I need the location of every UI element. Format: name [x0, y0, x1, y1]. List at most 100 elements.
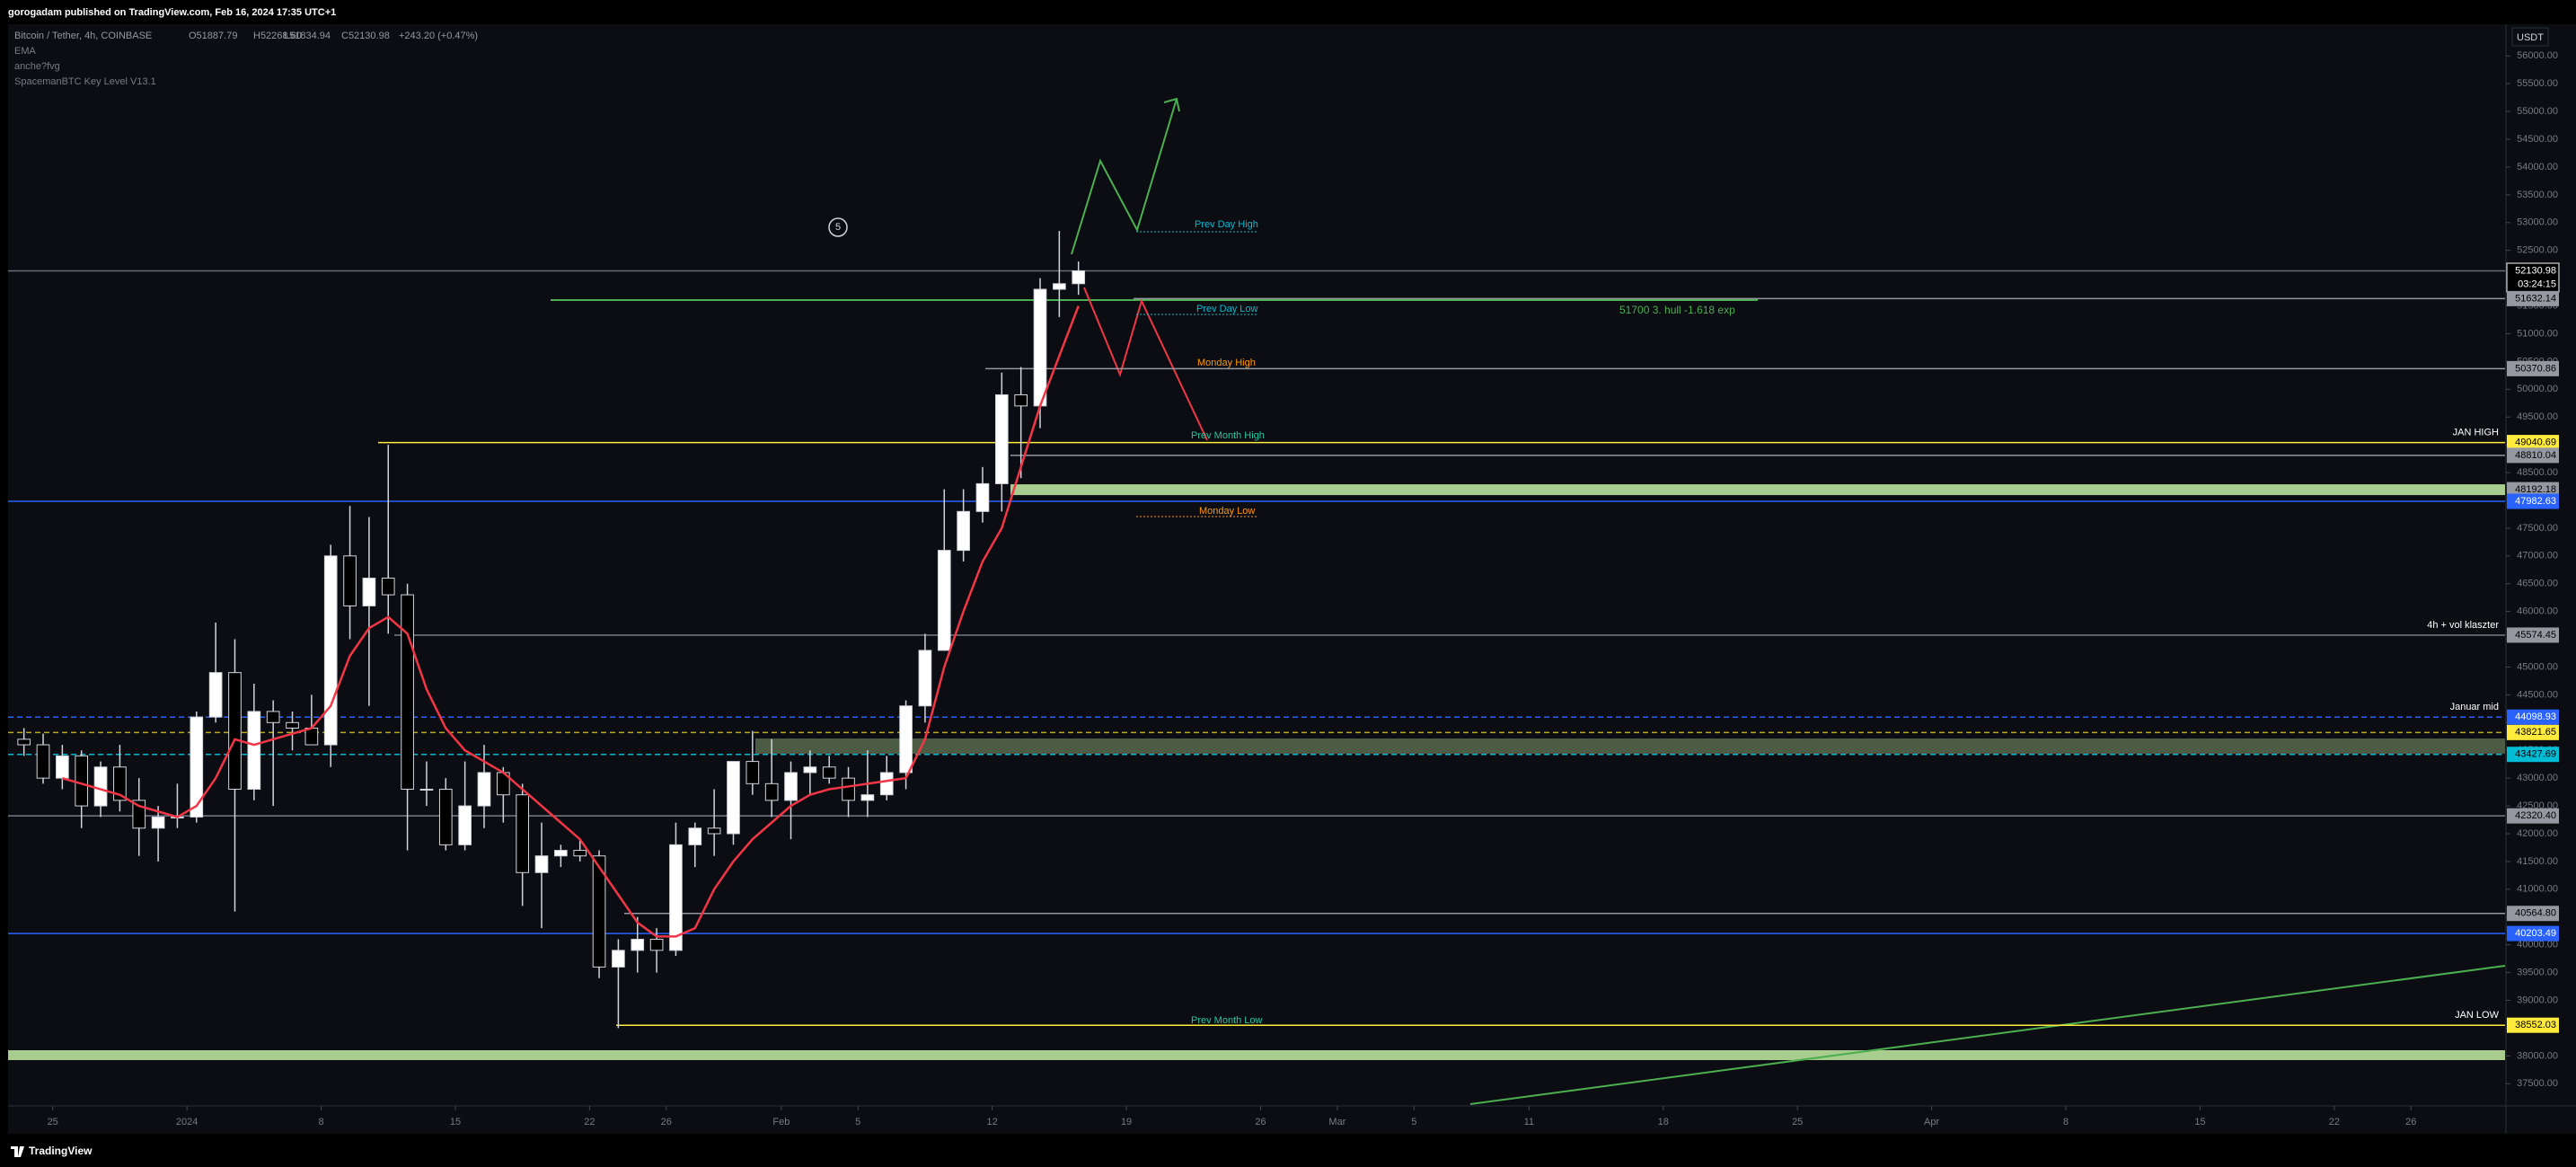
legend-symbol: Bitcoin / Tether, 4h, COINBASE	[14, 31, 152, 41]
level-zone	[1010, 484, 2505, 496]
annotation: Prev Month High	[1191, 430, 1265, 441]
candle-body	[784, 772, 798, 801]
candle-body	[516, 794, 530, 873]
candle-body	[36, 744, 50, 779]
price-label-box	[2507, 925, 2559, 942]
candle-body	[381, 578, 395, 596]
candle-body	[304, 727, 319, 746]
candle-body	[918, 650, 932, 707]
price-label: 48810.04	[2515, 450, 2556, 461]
x-tick-label: 8	[2063, 1117, 2069, 1127]
price-label: 40564.80	[2515, 908, 2556, 919]
y-tick-label: 52500.00	[2517, 245, 2558, 256]
candle-body	[1053, 283, 1066, 290]
price-label: 42320.40	[2515, 810, 2556, 821]
y-tick-label: 53000.00	[2517, 217, 2558, 228]
price-label: 44098.93	[2515, 712, 2556, 722]
y-tick-label: 42000.00	[2517, 828, 2558, 839]
price-label-box	[2506, 262, 2560, 293]
countdown: 03:24:15	[2518, 278, 2556, 289]
annotation: Monday High	[1197, 358, 1256, 368]
candle-body	[75, 755, 89, 807]
candles	[17, 231, 1086, 1029]
x-tick-label: 26	[2405, 1117, 2416, 1127]
candle-body	[438, 789, 453, 845]
level-note: JAN HIGH	[2453, 428, 2499, 438]
y-tick-label: 47500.00	[2517, 523, 2558, 534]
candle-body	[286, 721, 299, 729]
candle-body	[190, 716, 204, 818]
candle-body	[323, 555, 338, 746]
annotation: Prev Month Low	[1191, 1015, 1263, 1026]
x-tick-label: 19	[1121, 1117, 1132, 1127]
price-label: 45574.45	[2515, 630, 2556, 641]
price-label-box	[2507, 360, 2559, 376]
candle-body	[419, 789, 434, 791]
price-label-box	[2507, 290, 2559, 306]
price-label: 48192.18	[2515, 484, 2556, 495]
price-label: 38552.03	[2515, 1020, 2556, 1030]
labels: 37500.0038000.0038500.0039000.0039500.00…	[48, 50, 2560, 1127]
candle-body	[266, 711, 280, 723]
candle-body	[93, 766, 108, 807]
y-tick-label: 53500.00	[2517, 190, 2558, 200]
price-label: 49040.69	[2515, 438, 2556, 448]
candle-body	[727, 761, 740, 835]
x-tick-label: 22	[2329, 1117, 2340, 1127]
price-label: 47982.63	[2515, 496, 2556, 507]
y-tick-label: 54000.00	[2517, 162, 2558, 172]
candle-body	[1033, 288, 1047, 407]
price-label-box	[2507, 435, 2559, 451]
candle-body	[631, 938, 645, 951]
candle-body	[803, 766, 817, 774]
candle-body	[573, 850, 587, 857]
candle-body	[401, 594, 414, 791]
price-label-box	[2507, 709, 2559, 725]
logo	[11, 1146, 24, 1157]
candle-body	[151, 816, 165, 829]
y-tick-label: 50000.00	[2517, 384, 2558, 394]
candle-body	[899, 705, 913, 774]
legend-open: O51887.79	[189, 31, 237, 41]
header-bar	[0, 0, 2576, 24]
y-tick-label: 43000.00	[2517, 773, 2558, 783]
y-tick-label: 48500.00	[2517, 467, 2558, 478]
candle-body	[669, 844, 683, 951]
price-label-box	[2507, 747, 2559, 763]
price-label-box	[2507, 627, 2559, 643]
y-tick-label: 55000.00	[2517, 106, 2558, 117]
candle-body	[343, 555, 357, 606]
legend-indicator: SpacemanBTC Key Level V13.1	[14, 76, 156, 87]
currency[interactable]: USDT	[2517, 32, 2544, 43]
currency-box[interactable]	[2511, 27, 2549, 47]
candle-body	[1014, 393, 1028, 407]
x-tick-label: 18	[1658, 1117, 1669, 1127]
y-tick-label: 56000.00	[2517, 50, 2558, 61]
x-tick-label: 22	[584, 1117, 595, 1127]
candle-body	[1072, 270, 1086, 285]
candle-body	[17, 738, 31, 746]
x-tick-label: 8	[318, 1117, 323, 1127]
annotation: 51700 3. hull -1.618 exp	[1619, 304, 1735, 316]
x-tick-label: 25	[48, 1117, 58, 1127]
candle-body	[764, 782, 779, 801]
candle-body	[228, 672, 242, 791]
zone-band	[755, 738, 2505, 754]
y-tick-label: 40000.00	[2517, 940, 2558, 950]
price-label-box	[2507, 724, 2559, 740]
candle-body	[554, 850, 568, 857]
price-label-box	[2507, 906, 2559, 922]
price-label-box	[2507, 493, 2559, 509]
footer-brand[interactable]: TradingView	[29, 1145, 93, 1157]
annotation: Prev Day Low	[1196, 304, 1258, 314]
y-tick-label: 41500.00	[2517, 856, 2558, 867]
y-tick-label: 51000.00	[2517, 328, 2558, 339]
legend-close: C52130.98	[341, 31, 390, 41]
candle-body	[362, 578, 376, 606]
x-tick-label: 2024	[176, 1117, 198, 1127]
candle-body	[208, 672, 223, 718]
x-tick-label: Feb	[772, 1117, 790, 1127]
price-label: 52130.98	[2515, 265, 2556, 276]
